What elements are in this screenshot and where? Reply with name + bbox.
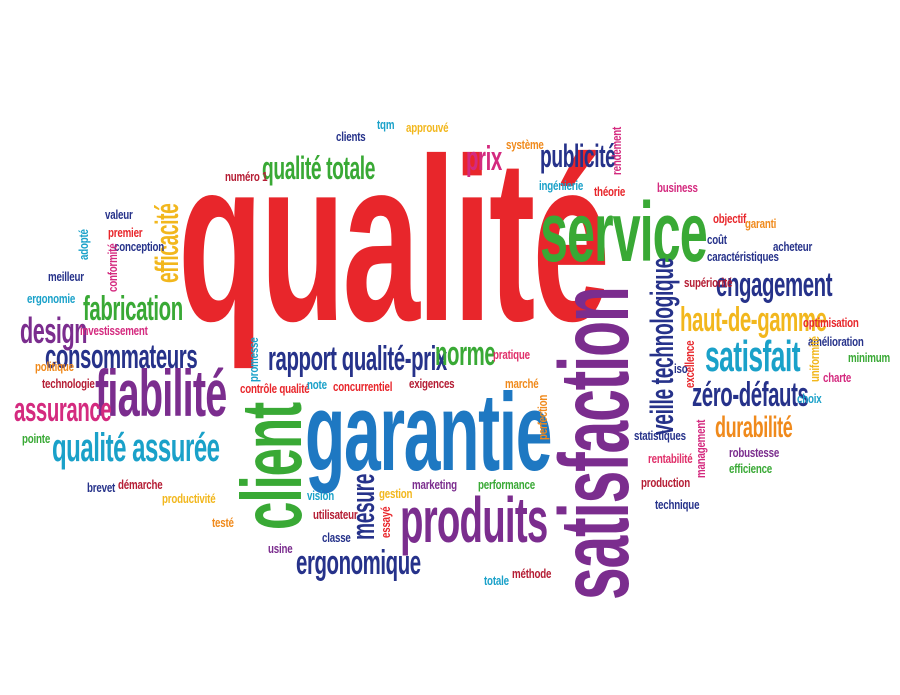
word-publicite: publicité (540, 138, 616, 174)
word-ingenierie: ingénierie (539, 178, 584, 193)
word-durabilite: durabilité (715, 411, 793, 444)
word-concurrentiel: concurrentiel (333, 379, 393, 394)
word-meilleur: meilleur (48, 269, 84, 284)
word-iso: iso (674, 361, 688, 376)
word-business: business (657, 180, 698, 195)
word-classe: classe (322, 530, 351, 545)
word-fabrication: fabrication (83, 290, 183, 328)
word-investissement: investissement (80, 323, 148, 338)
word-systeme: système (506, 137, 544, 152)
word-valeur: valeur (105, 207, 133, 222)
word-rentabilite: rentabilité (648, 451, 693, 466)
word-totale: totale (484, 573, 509, 588)
word-approuve: approuvé (406, 120, 449, 135)
word-pratique: pratique (493, 347, 530, 362)
word-demarche: démarche (118, 477, 163, 492)
word-methode: méthode (512, 566, 552, 581)
word-qualite-assuree: qualité assurée (52, 426, 220, 470)
word-statistiques: statistiques (634, 428, 686, 443)
word-production: production (641, 475, 690, 490)
word-design: design (20, 310, 88, 351)
word-conformite: conformité (105, 243, 120, 292)
word-performance: performance (478, 477, 535, 492)
word-charte: charte (823, 370, 852, 385)
word-gestion: gestion (379, 486, 413, 501)
word-haut-de-gamme: haut-de-gamme (680, 301, 827, 339)
word-optimisation: optimisation (803, 315, 859, 330)
word-essaye: essayé (378, 506, 393, 538)
word-engagement: engagement (716, 266, 833, 304)
word-zero-defauts: zéro-défauts (692, 376, 809, 414)
word-assurance: assurance (14, 391, 112, 429)
word-robustesse: robustesse (729, 445, 780, 460)
word-numero-1: numéro 1 (225, 169, 268, 184)
word-theorie: théorie (594, 184, 626, 199)
word-efficience: efficience (729, 461, 773, 476)
word-choix: choix (797, 391, 822, 406)
word-ergonomie: ergonomie (27, 291, 76, 306)
word-marketing: marketing (412, 477, 457, 492)
word-rapport-qualite-prix: rapport qualité-prix (268, 340, 447, 378)
word-excellence: excellence (682, 340, 697, 388)
word-management: management (693, 419, 708, 478)
word-prix: prix (466, 140, 502, 178)
word-produits: produits (400, 484, 548, 556)
word-brevet: brevet (87, 480, 116, 495)
word-premier: premier (108, 225, 143, 240)
word-promesse: promesse (246, 337, 261, 382)
word-consommateurs: consommateurs (45, 338, 198, 376)
word-cout: coût (707, 232, 727, 247)
word-note: note (307, 377, 327, 392)
word-rendement: rendement (609, 126, 624, 175)
word-satisfaction: satisfaction (539, 287, 649, 600)
word-norme: norme (435, 335, 496, 373)
word-objectif: objectif (713, 211, 747, 226)
word-fiabilite: fiabilité (95, 356, 227, 430)
word-technique: technique (655, 497, 700, 512)
word-usine: usine (268, 541, 293, 556)
word-qualite-totale: qualité totale (262, 150, 376, 186)
word-uniformite: uniformité (807, 336, 822, 382)
word-ergonomique: ergonomique (296, 544, 421, 582)
word-acheteur: acheteur (773, 239, 813, 254)
word-conception: conception (114, 239, 165, 254)
word-adopte: adopté (76, 229, 91, 260)
word-perfection: perfection (535, 394, 550, 440)
word-teste: testé (212, 515, 234, 530)
word-client: client (225, 402, 320, 530)
word-pointe: pointe (22, 431, 51, 446)
word-qualite: qualité (178, 111, 610, 370)
word-garanti: garanti (745, 216, 777, 231)
word-vision: vision (307, 488, 335, 503)
word-productivite: productivité (162, 491, 216, 506)
word-exigences: exigences (409, 376, 455, 391)
word-veille-technologique: veille technologique (644, 258, 680, 435)
word-minimum: minimum (848, 350, 890, 365)
word-satisfait: satisfait (705, 332, 801, 381)
word-tqm: tqm (377, 117, 395, 132)
word-technologie: technologie (42, 376, 95, 391)
word-amelioration: amélioration (808, 334, 864, 349)
word-caracteristiques: caractéristiques (707, 249, 779, 264)
word-utilisateur: utilisateur (313, 507, 358, 522)
word-superiorite: supériorité (684, 275, 733, 290)
word-clients: clients (336, 129, 366, 144)
word-garantie: garantie (305, 371, 553, 494)
word-politique: politique (35, 359, 74, 374)
word-marche: marché (505, 376, 539, 391)
word-service: service (540, 185, 708, 279)
word-controle-qualite: contrôle qualité (240, 381, 310, 396)
